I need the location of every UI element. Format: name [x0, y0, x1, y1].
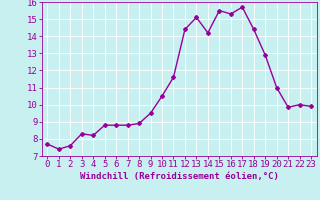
- X-axis label: Windchill (Refroidissement éolien,°C): Windchill (Refroidissement éolien,°C): [80, 172, 279, 181]
